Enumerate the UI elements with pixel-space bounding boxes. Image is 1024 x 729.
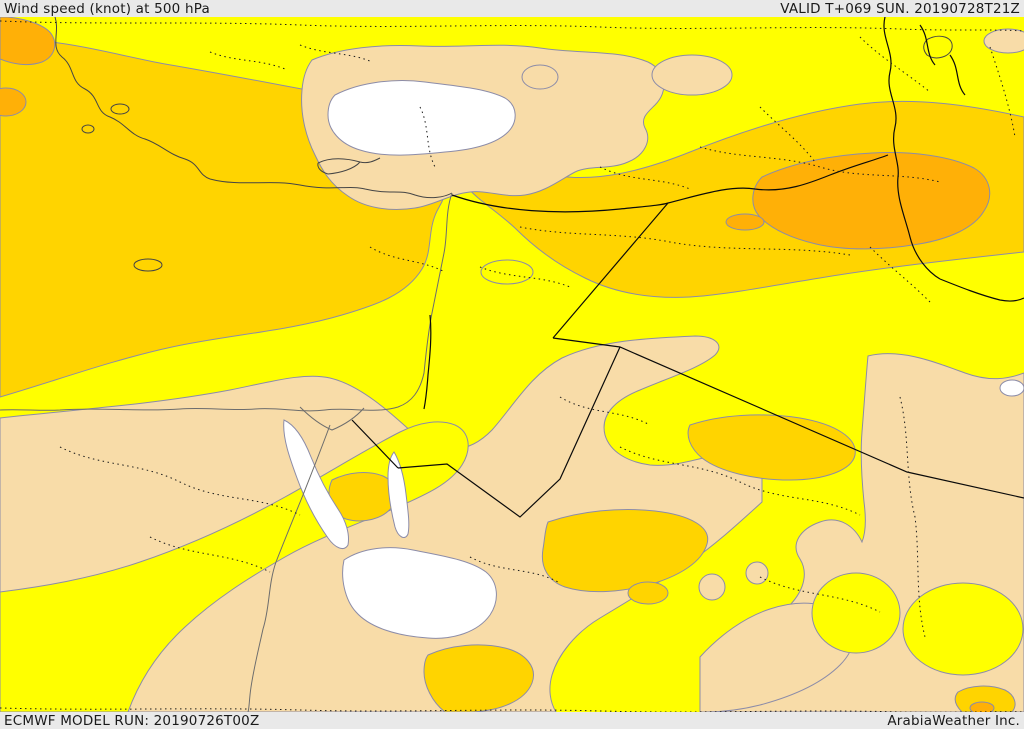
model-run-label: ECMWF MODEL RUN: 20190726T00Z [4, 712, 260, 729]
admin-boundaries-dotted [0, 20, 1024, 712]
coastlines [0, 17, 953, 431]
footer-bar: ECMWF MODEL RUN: 20190726T00Z ArabiaWeat… [0, 712, 1024, 729]
wind-fill-tan-east-mass [698, 353, 1024, 712]
wind-speed-map [0, 17, 1024, 712]
wind-fill-orange-northeast [725, 152, 991, 250]
header-bar: Wind speed (knot) at 500 hPa VALID T+069… [0, 0, 1024, 17]
wind-fill-orange-topleft [0, 17, 56, 117]
valid-time-label: VALID T+069 SUN. 20190728T21Z [780, 0, 1020, 17]
country-borders [351, 17, 1024, 518]
map-title: Wind speed (knot) at 500 hPa [4, 0, 210, 17]
nile-river [247, 424, 331, 712]
brand-label: ArabiaWeather Inc. [887, 712, 1020, 729]
wind-fill-calm-red-sea [283, 419, 497, 639]
map-canvas [0, 17, 1024, 712]
